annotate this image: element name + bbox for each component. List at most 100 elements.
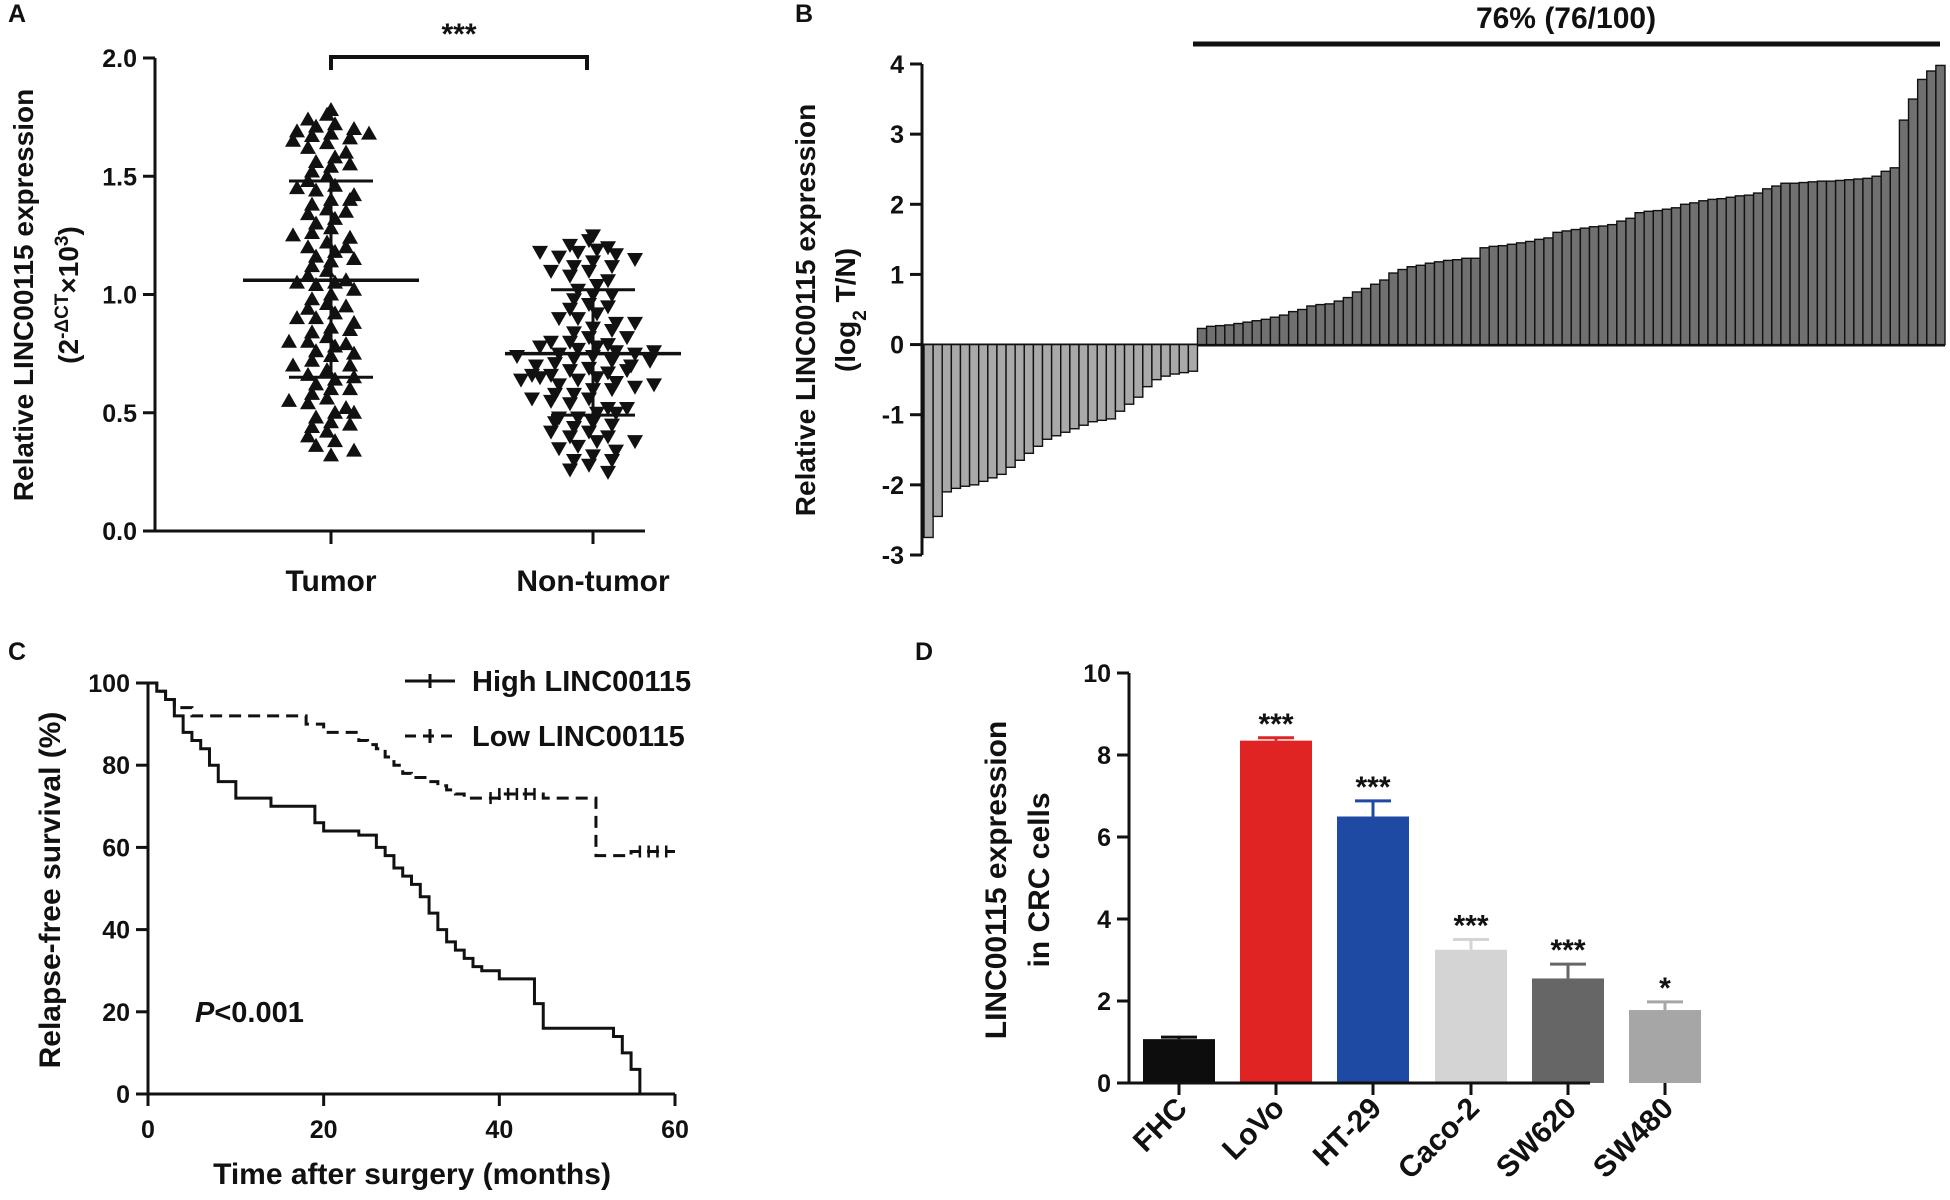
panel-b-bar: [1388, 272, 1399, 346]
panel-a-point: [547, 416, 563, 431]
panel-c-p-value: P<0.001: [195, 997, 304, 1029]
panel-b-bar: [1324, 303, 1335, 346]
panel-b-bar: [1871, 175, 1882, 346]
panel-d-bar-caco-2: [1435, 949, 1507, 1083]
panel-a-point: [304, 324, 320, 339]
panel-b-bar: [1242, 321, 1253, 346]
panel-b-y-tick-label: -3: [882, 542, 904, 570]
panel-d-y-ticks: 0 2 4 6 8 10: [1083, 660, 1129, 1098]
panel-a-point: [308, 182, 324, 197]
panel-a-point: [304, 291, 320, 306]
panel-b-bar: [1078, 343, 1089, 426]
panel-c-y-tick-label: 80: [102, 752, 130, 780]
panel-b-y-label-line2: (log2 T/N): [830, 248, 871, 372]
panel-a-point: [581, 264, 597, 279]
panel-a-point: [627, 253, 643, 268]
panel-a-point: [608, 316, 624, 331]
panel-c-legend: High LINC00115 Low LINC00115: [405, 666, 691, 753]
panel-c-y-ticks: 0 20 40 60 80 100: [88, 670, 148, 1109]
panel-a-point: [524, 368, 540, 383]
panel-d-significance: ***: [1355, 771, 1390, 804]
panel-b-bar: [1278, 314, 1290, 346]
panel-b-bar: [1916, 78, 1928, 346]
panel-a-point: [308, 409, 324, 424]
panel-a-point: [346, 442, 362, 457]
panel-b-bar: [1415, 264, 1427, 346]
panel-d-significance: ***: [1453, 910, 1488, 943]
panel-b-bar: [1406, 266, 1417, 346]
panel-d-bar-fhc: [1143, 1039, 1215, 1083]
panel-b-bar: [1616, 220, 1627, 346]
panel-a-point: [604, 288, 620, 303]
panel-b-bar: [1834, 179, 1846, 346]
panel-a-point: [300, 111, 316, 126]
panel-b-bar: [1524, 240, 1536, 346]
panel-b-bar: [1515, 242, 1527, 346]
panel-b-bar: [1552, 231, 1563, 346]
panel-a-point: [346, 120, 362, 135]
panel-a-point: [323, 447, 339, 462]
panel-a-point: [619, 364, 635, 379]
panel-a-point: [585, 255, 601, 270]
panel-c-x-tick-label: 0: [141, 1116, 155, 1144]
panel-c-x-label: Time after surgery (months): [213, 1158, 611, 1191]
panel-a-point: [308, 310, 324, 325]
panel-b-y-tick-label: -1: [882, 402, 904, 430]
panel-c-y-label: Relapse-free survival (%): [34, 712, 67, 1069]
panel-a-y-ticks: 0.0 0.5 1.0 1.5 2.0: [102, 45, 155, 546]
panel-b-bar: [1461, 257, 1472, 346]
panel-a-point: [300, 300, 316, 315]
panel-a-point: [566, 326, 582, 341]
panel-a-mean-sd-bars: [243, 179, 681, 544]
panel-b-bar: [1661, 208, 1673, 346]
panel-a-point: [627, 316, 643, 331]
panel-a-point: [562, 463, 578, 478]
panel-a-point: [338, 239, 354, 254]
panel-b-bar: [1798, 181, 1809, 346]
panel-b-bar: [1497, 244, 1509, 346]
panel-d-y-tick-label: 4: [1097, 906, 1111, 934]
panel-b-bar: [987, 343, 998, 479]
panel-a-point: [524, 392, 540, 407]
panel-a-point: [570, 373, 586, 388]
panel-b-bar: [1050, 343, 1062, 437]
panel-c-y-tick-label: 100: [88, 670, 130, 698]
panel-b-bar: [1561, 230, 1572, 346]
panel-a-y-tick-label: 0.5: [102, 400, 137, 428]
panel-a-point: [289, 180, 305, 195]
panel-d-significance: ***: [1550, 934, 1585, 967]
panel-b-bar: [1169, 343, 1180, 375]
panel-c-y-tick-label: 0: [116, 1081, 130, 1109]
legend-low-label: Low LINC00115: [472, 721, 685, 753]
panel-b-bar: [923, 343, 934, 539]
panel-a-point: [300, 239, 316, 254]
panel-d-bar-sw480: [1629, 1010, 1701, 1083]
panel-d-bars: FHC *** LoVo *** HT-29 *** Caco-2 *** SW620 * SW48…: [1127, 708, 1701, 1186]
panel-b-bar: [1670, 207, 1682, 346]
panel-a-point: [543, 425, 559, 440]
panel-b-bar: [1023, 343, 1035, 454]
panel-a-point: [308, 277, 324, 292]
panel-a-point: [532, 340, 548, 355]
panel-a-point: [304, 128, 320, 143]
panel-b-bar: [1862, 177, 1873, 346]
panel-b-bar: [1652, 209, 1664, 346]
panel-d-bar-ht-29: [1337, 816, 1409, 1083]
panel-b-bar: [1297, 308, 1308, 346]
panel-b-bar: [1433, 261, 1445, 346]
panel-a-point: [627, 380, 643, 395]
panel-b-y-tick-label: -2: [882, 472, 904, 500]
panel-b-bar: [1926, 70, 1937, 346]
panel-a-point: [532, 245, 548, 260]
legend-high-label: High LINC00115: [472, 666, 691, 698]
panel-a-point: [285, 227, 301, 242]
panel-b-bar: [1187, 343, 1199, 372]
panel-b-bar: [1488, 245, 1500, 346]
panel-a-point: [608, 248, 624, 263]
panel-b-bar: [1579, 227, 1591, 346]
panel-b-bar: [1205, 325, 1217, 346]
panel-b-bar: [1360, 287, 1372, 346]
panel-b-bar: [1087, 343, 1098, 423]
panel-c-survival-curve: C 0 20 40 60 80 100 0 20 40 60 Time after surger…: [8, 638, 691, 1191]
panel-a-point: [285, 357, 301, 372]
